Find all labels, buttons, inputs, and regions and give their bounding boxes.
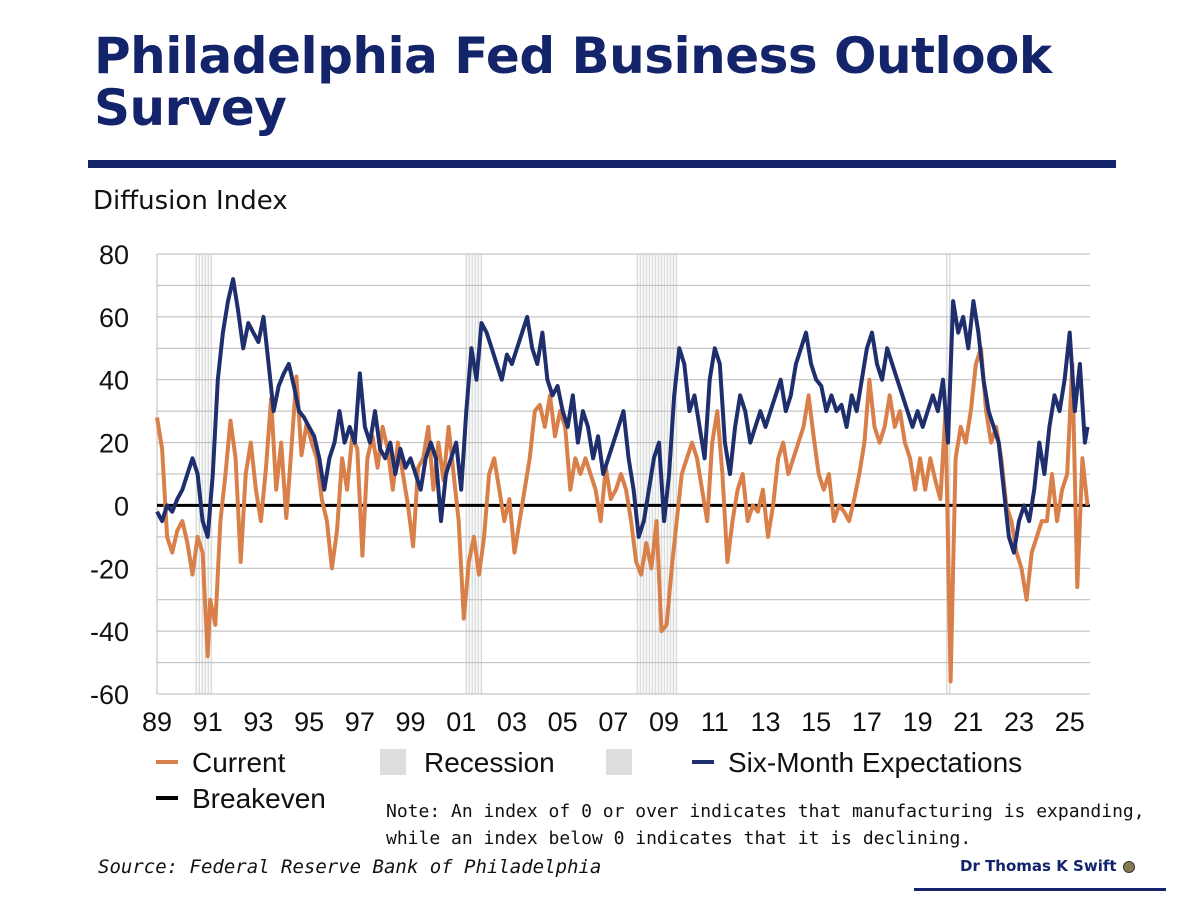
y-tick-label: 40 bbox=[99, 366, 129, 396]
x-tick-label: 03 bbox=[497, 707, 527, 737]
x-tick-label: 07 bbox=[598, 707, 628, 737]
x-tick-label: 13 bbox=[750, 707, 780, 737]
legend-item-breakeven: Breakeven bbox=[156, 783, 326, 814]
x-tick-label: 11 bbox=[701, 707, 729, 737]
legend-swatch-box bbox=[380, 749, 406, 775]
y-tick-label: -40 bbox=[90, 617, 129, 647]
legend: Current Recession Six-Month Expectations Br… bbox=[156, 747, 1022, 814]
legend-swatch-box-extra bbox=[606, 749, 632, 775]
series-lines bbox=[155, 277, 1090, 684]
x-tick-label: 99 bbox=[396, 707, 426, 737]
x-tick-label: 89 bbox=[142, 707, 172, 737]
x-tick-label: 23 bbox=[1004, 707, 1034, 737]
legend-label: Current bbox=[192, 747, 286, 778]
brand-name: Dr Thomas K Swift bbox=[960, 857, 1117, 875]
y-tick-label: 0 bbox=[114, 491, 129, 521]
y-tick-label: 20 bbox=[99, 429, 129, 459]
x-tick-label: 09 bbox=[649, 707, 679, 737]
x-tick-label: 91 bbox=[193, 707, 223, 737]
source-text: Source: Federal Reserve Bank of Philadel… bbox=[98, 856, 602, 878]
y-tick-label: -60 bbox=[90, 680, 129, 710]
series-current-line bbox=[155, 346, 1090, 684]
legend-item-current: Current bbox=[156, 747, 286, 778]
note-text: Note: An index of 0 or over indicates th… bbox=[386, 801, 1145, 849]
y-axis-label: Diffusion Index bbox=[93, 186, 288, 216]
x-tick-label: 93 bbox=[243, 707, 273, 737]
legend-label: Breakeven bbox=[192, 783, 326, 814]
x-tick-label: 21 bbox=[953, 707, 983, 737]
axis-ticks: 80 60 40 20 0 -20 -40 -60 89 91 93 95 97 99 01 03 05 07 09… bbox=[90, 240, 1085, 737]
legend-label: Six-Month Expectations bbox=[728, 747, 1022, 778]
x-tick-label: 15 bbox=[801, 707, 831, 737]
y-tick-label: 60 bbox=[99, 303, 129, 333]
y-tick-label: -20 bbox=[90, 554, 129, 584]
legend-item-recession: Recession bbox=[380, 747, 555, 778]
brand-logo-icon bbox=[1122, 860, 1135, 873]
series-expectations-line bbox=[155, 277, 1090, 555]
chart-title: Philadelphia Fed Business Outlook Survey bbox=[94, 27, 1052, 137]
x-tick-label: 05 bbox=[548, 707, 578, 737]
title-divider bbox=[88, 160, 1116, 168]
y-tick-label: 80 bbox=[99, 240, 129, 270]
legend-item-six-month-expectations: Six-Month Expectations bbox=[692, 747, 1022, 778]
x-tick-label: 01 bbox=[446, 707, 476, 737]
x-tick-label: 95 bbox=[294, 707, 324, 737]
x-tick-label: 25 bbox=[1055, 707, 1085, 737]
x-tick-label: 19 bbox=[903, 707, 933, 737]
brand-divider bbox=[914, 888, 1166, 891]
x-tick-label: 17 bbox=[852, 707, 882, 737]
legend-label: Recession bbox=[424, 747, 555, 778]
x-tick-label: 97 bbox=[345, 707, 375, 737]
brand-label: Dr Thomas K Swift bbox=[960, 857, 1135, 875]
